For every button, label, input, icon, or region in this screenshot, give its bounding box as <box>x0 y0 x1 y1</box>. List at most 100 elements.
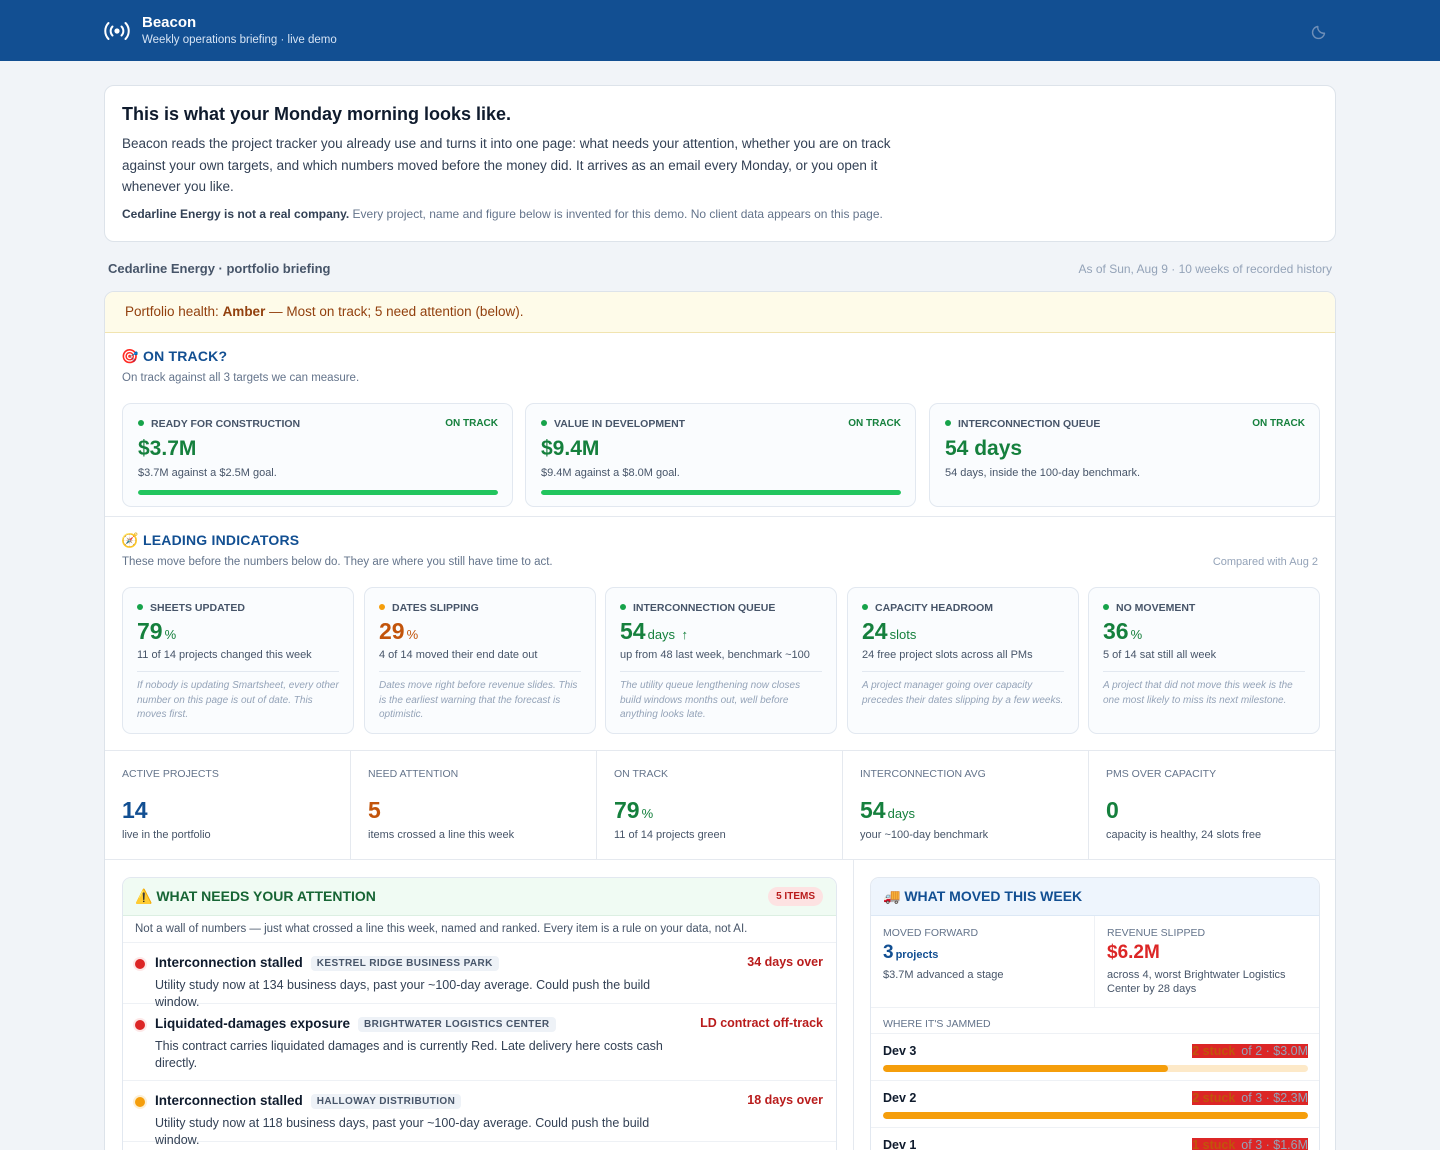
indicator-note: A project that did not move this week is… <box>1103 680 1293 706</box>
stage-name: Dev 3 <box>883 1044 917 1058</box>
card-divider <box>862 671 1064 672</box>
indicator-value: 79% <box>137 618 177 644</box>
stat-desc: live in the portfolio <box>122 829 211 841</box>
target-desc: $9.4M against a $8.0M goal. <box>541 467 680 479</box>
leading-title: 🧭 LEADING INDICATORS <box>121 532 299 549</box>
attention-item-amount: 18 days over <box>747 1093 823 1107</box>
status-dot <box>541 420 547 426</box>
stat-value: 0 <box>1106 797 1119 823</box>
indicator-value: 24 slots <box>862 618 917 644</box>
indicator-note: Dates move right before revenue slides. … <box>379 680 578 720</box>
attention-item-amount: LD contract off-track <box>700 1016 823 1030</box>
attention-item-title: Interconnection stalled HALLOWAY DISTRIBU… <box>155 1093 462 1109</box>
indicator-card-queue: INTERCONNECTION QUEUE 54 days ↑ up from 4… <box>605 587 837 734</box>
attention-item-message: Utility study now at 118 business days, … <box>155 1116 650 1147</box>
stat-label: NEED ATTENTION <box>368 768 459 780</box>
top-bar: Beacon Weekly operations briefing · live… <box>0 0 1440 61</box>
disclaimer-bold: Cedarline Energy is not a real company. <box>122 207 350 221</box>
target-progress-bar <box>541 490 901 495</box>
compared-with: Compared with Aug 2 <box>1212 556 1318 568</box>
revenue-slipped-label: REVENUE SLIPPED <box>1107 927 1206 939</box>
intro-heading: This is what your Monday morning looks l… <box>122 104 512 124</box>
stat-value: 5 <box>368 797 381 823</box>
attention-count-badge: 5 ITEMS <box>768 887 823 906</box>
project-tag: KESTREL RIDGE BUSINESS PARK <box>310 956 499 971</box>
as-of-date: As of Sun, Aug 9 · 10 weeks of recorded … <box>1078 262 1332 276</box>
moon-icon[interactable] <box>1311 22 1329 40</box>
attention-item[interactable]: Liquidated-damages exposure BRIGHTWATER L… <box>123 1004 836 1081</box>
indicator-note: The utility queue lengthening now closes… <box>620 680 801 720</box>
stat-label: PMS OVER CAPACITY <box>1106 768 1217 780</box>
card-divider <box>1103 671 1305 672</box>
status-dot <box>138 420 144 426</box>
severity-dot <box>135 1020 145 1030</box>
attention-title: ⚠️ WHAT NEEDS YOUR ATTENTION <box>135 888 376 904</box>
indicator-value: 29% <box>379 618 419 644</box>
attention-item[interactable]: Interconnection stalled KESTREL RIDGE BUS… <box>123 943 836 1009</box>
stage-summary: 1 stuck of 3 · $1.6M <box>1192 1138 1308 1150</box>
status-dot <box>862 604 868 610</box>
moved-title: 🚚 WHAT MOVED THIS WEEK <box>883 888 1083 904</box>
moved-forward: MOVED FORWARD 3 projects $3.7M advanced a… <box>871 916 1095 1007</box>
attention-item-title: Interconnection stalled KESTREL RIDGE BUS… <box>155 955 499 971</box>
stat-desc: items crossed a line this week <box>368 829 515 841</box>
intro-body: Beacon reads the project tracker you alr… <box>122 136 891 194</box>
indicator-label: NO MOVEMENT <box>1103 602 1195 614</box>
stat-pms-over-capacity: PMS OVER CAPACITY 0 capacity is healthy,… <box>1089 751 1335 859</box>
indicator-value: 54 days ↑ <box>620 618 688 644</box>
attention-header: ⚠️ WHAT NEEDS YOUR ATTENTION 5 ITEMS <box>123 878 836 916</box>
health-rest: — Most on track; 5 need attention (below… <box>265 304 524 319</box>
stat-interconnection-avg: INTERCONNECTION AVG 54 days your ~100-day… <box>843 751 1089 859</box>
leading-subtitle: These move before the numbers below do. … <box>122 556 553 568</box>
indicator-desc: 4 of 14 moved their end date out <box>379 649 538 661</box>
target-card-queue: INTERCONNECTION QUEUE ON TRACK 54 days 5… <box>929 403 1320 507</box>
stage-summary: 2 stuck of 2 · $3.0M <box>1192 1044 1308 1058</box>
attention-item[interactable]: Interconnection stalled HALLOWAY DISTRIBU… <box>123 1081 836 1147</box>
stage-row: Dev 1 1 stuck of 3 · $1.6M <box>871 1127 1319 1150</box>
stage-row: Dev 2 2 stuck of 3 · $2.3M <box>871 1080 1319 1127</box>
target-value: $3.7M <box>138 437 197 460</box>
target-status: ON TRACK <box>1252 418 1305 429</box>
indicator-desc: 11 of 14 projects changed this week <box>137 649 312 661</box>
status-dot <box>1103 604 1109 610</box>
leading-title-text: LEADING INDICATORS <box>143 532 300 548</box>
stat-desc: capacity is healthy, 24 slots free <box>1106 829 1262 841</box>
health-prefix: Portfolio health: <box>125 304 223 319</box>
target-desc: 54 days, inside the 100-day benchmark. <box>945 467 1141 479</box>
indicator-note: A project manager going over capacity pr… <box>862 680 1064 706</box>
moved-forward-value: 3 projects <box>883 942 939 963</box>
attention-item-message: This contract carries liquidated damages… <box>155 1039 663 1070</box>
section-divider <box>105 859 1335 860</box>
stat-value: 14 <box>122 797 148 823</box>
jammed-label: WHERE IT'S JAMMED <box>883 1018 991 1030</box>
stat-value: 54 days <box>860 797 916 823</box>
target-card-value: VALUE IN DEVELOPMENT ON TRACK $9.4M $9.4… <box>525 403 916 507</box>
indicator-card-movement: NO MOVEMENT 36% 5 of 14 sat still all we… <box>1088 587 1320 734</box>
indicator-label: CAPACITY HEADROOM <box>862 602 993 614</box>
panel-divider <box>871 1007 1319 1008</box>
indicator-note: If nobody is updating Smartsheet, every … <box>137 680 339 720</box>
target-status: ON TRACK <box>848 418 901 429</box>
project-tag: HALLOWAY DISTRIBUTION <box>310 1094 462 1109</box>
section-divider <box>105 516 1335 517</box>
stage-name: Dev 2 <box>883 1091 917 1105</box>
briefing-title: Cedarline Energy · portfolio briefing <box>108 261 331 276</box>
moved-forward-desc: $3.7M advanced a stage <box>883 969 1004 981</box>
disclaimer-rest: Every project, name and figure below is … <box>349 207 883 221</box>
stage-stuck-bar <box>883 1065 1308 1072</box>
target-status: ON TRACK <box>445 418 498 429</box>
on-track-title-text: ON TRACK? <box>143 348 228 364</box>
stage-stuck-bar <box>883 1112 1308 1119</box>
moved-forward-label: MOVED FORWARD <box>883 927 979 939</box>
status-dot <box>137 604 143 610</box>
indicator-label: INTERCONNECTION QUEUE <box>620 602 775 614</box>
revenue-slipped-desc: across 4, worst Brightwater Logistics Ce… <box>1107 969 1286 995</box>
column-divider <box>853 860 854 1150</box>
on-track-subtitle: On track against all 3 targets we can me… <box>122 372 360 384</box>
on-track-title: 🎯 ON TRACK? <box>121 348 227 365</box>
target-label: READY FOR CONSTRUCTION <box>138 418 300 430</box>
project-tag: BRIGHTWATER LOGISTICS CENTER <box>358 1017 556 1032</box>
what-moved-panel: 🚚 WHAT MOVED THIS WEEK MOVED FORWARD 3 pr… <box>870 877 1320 1150</box>
app-brand: Beacon <box>142 14 197 31</box>
card-divider <box>620 671 822 672</box>
